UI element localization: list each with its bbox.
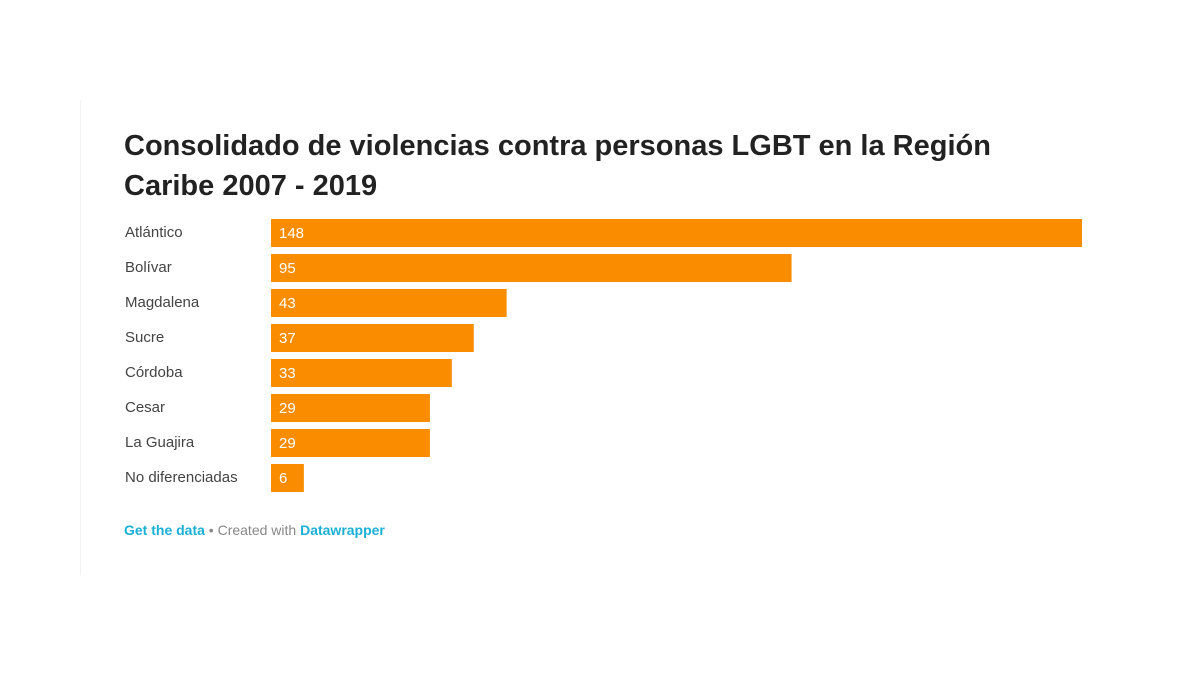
value-label: 29 (279, 400, 296, 417)
value-label: 43 (279, 295, 296, 312)
value-label: 29 (279, 435, 296, 452)
bar (271, 359, 452, 387)
footer: Get the data • Created with Datawrapper (124, 522, 385, 538)
chart-title: Consolidado de violencias contra persona… (124, 130, 991, 202)
category-label: Cesar (125, 399, 165, 416)
bar (271, 464, 304, 492)
category-label: No diferenciadas (125, 469, 238, 486)
bar (271, 289, 507, 317)
category-label: Magdalena (125, 294, 200, 311)
bar (271, 324, 474, 352)
value-label: 37 (279, 330, 296, 347)
divider (80, 100, 81, 575)
category-label: Sucre (125, 329, 164, 346)
bar (271, 254, 792, 282)
data-link[interactable]: Get the data (124, 522, 205, 538)
category-label: Córdoba (125, 364, 183, 381)
category-label: Atlántico (125, 224, 183, 241)
value-label: 95 (279, 260, 296, 277)
value-label: 148 (279, 225, 304, 242)
value-label: 33 (279, 365, 296, 382)
value-label: 6 (279, 470, 287, 487)
bar (271, 429, 430, 457)
category-label: La Guajira (125, 434, 195, 451)
category-label: Bolívar (125, 259, 172, 276)
credit: • Created with (208, 522, 297, 538)
bar (271, 394, 430, 422)
bar (271, 219, 1082, 247)
tool-link[interactable]: Datawrapper (300, 522, 385, 538)
